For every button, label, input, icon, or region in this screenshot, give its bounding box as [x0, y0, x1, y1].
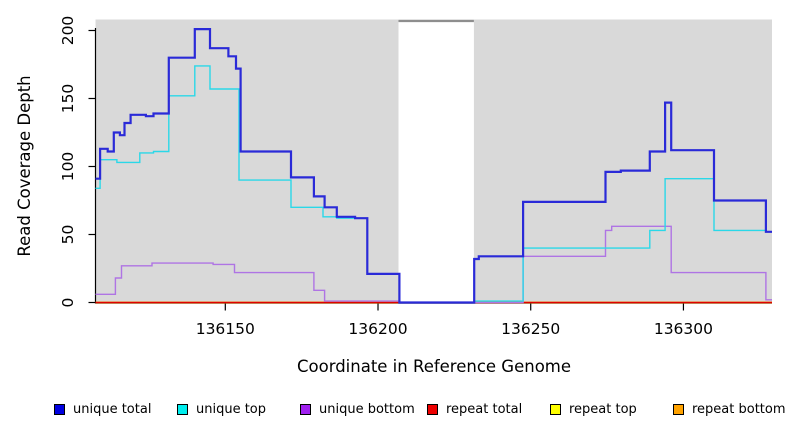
legend-item-unique-top: unique top [177, 400, 266, 418]
x-tick-label: 136250 [501, 320, 560, 338]
x-axis-title: Coordinate in Reference Genome [297, 357, 571, 376]
y-tick-label: 100 [59, 152, 77, 182]
legend-label: repeat bottom [692, 401, 786, 417]
legend-item-unique-bottom: unique bottom [300, 400, 415, 418]
series-unique-bottom [95, 225, 772, 304]
coverage-plot: 136150 136200 136250 136300 0 50 100 150 200 Coo… [15, 16, 772, 376]
legend-label: unique top [196, 401, 267, 417]
series-unique-top [95, 65, 772, 304]
covered-region [95, 19, 399, 304]
legend-swatch-icon [673, 403, 684, 415]
legend-swatch-icon [54, 403, 65, 415]
legend-item-repeat-top: repeat top [550, 400, 637, 418]
covered-region [473, 19, 772, 304]
y-tick-label: 0 [59, 298, 77, 308]
y-axis-title: Read Coverage Depth [15, 75, 34, 256]
x-tick-label: 136150 [196, 320, 255, 338]
series-layer [95, 28, 772, 304]
legend-swatch-icon [550, 403, 561, 415]
legend-swatch-icon [177, 403, 188, 415]
legend-item-repeat-total: repeat total [427, 400, 522, 418]
plot-legend: unique total unique top unique bottom repea… [0, 400, 792, 422]
series-unique-total [95, 28, 772, 304]
covered-regions-layer [95, 19, 772, 304]
legend-item-unique-total: unique total [54, 400, 151, 418]
legend-swatch-icon [300, 403, 311, 415]
legend-label: unique total [73, 401, 152, 417]
x-tick-label: 136200 [348, 320, 407, 338]
x-tick-label: 136300 [654, 320, 713, 338]
legend-swatch-icon [427, 403, 438, 415]
y-tick-label: 150 [59, 84, 77, 114]
legend-label: repeat top [569, 401, 637, 417]
legend-label: repeat total [446, 401, 523, 417]
y-tick-label: 50 [59, 225, 77, 245]
legend-label: unique bottom [319, 401, 415, 417]
legend-item-repeat-bottom: repeat bottom [673, 400, 786, 418]
axes-layer: 136150 136200 136250 136300 0 50 100 150 200 [59, 16, 772, 338]
y-tick-label: 200 [59, 16, 77, 46]
